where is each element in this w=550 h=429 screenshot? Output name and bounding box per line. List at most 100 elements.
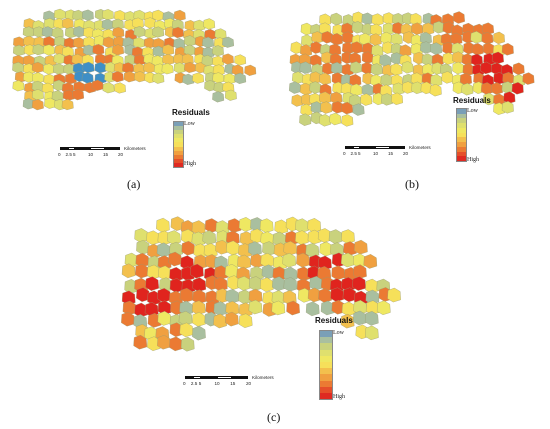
scale-unit-label: Kilometers <box>252 375 274 380</box>
district-region <box>83 44 95 56</box>
scale-bar-segment <box>75 147 90 150</box>
district-region <box>299 82 312 96</box>
district-region <box>203 18 216 30</box>
district-region <box>62 89 75 101</box>
district-region <box>409 13 422 26</box>
district-region <box>430 42 443 55</box>
district-region <box>184 61 196 73</box>
district-region <box>350 61 362 74</box>
district-region <box>364 311 379 326</box>
ramp-step <box>174 158 183 163</box>
district-region <box>295 230 309 245</box>
ramp-step <box>457 118 466 124</box>
district-region <box>179 322 194 338</box>
district-region <box>350 83 363 97</box>
legend-a: Residuals Low High <box>170 108 230 170</box>
district-region <box>419 32 432 45</box>
district-region <box>522 72 535 85</box>
district-region <box>237 254 251 270</box>
district-region <box>53 63 65 75</box>
district-region <box>190 263 204 279</box>
district-region <box>23 63 35 75</box>
district-region <box>151 55 164 67</box>
district-region <box>391 92 403 105</box>
ramp-step <box>457 132 466 138</box>
scale-tick-label: 2.5 <box>65 152 72 157</box>
district-region <box>202 36 214 48</box>
district-region <box>123 71 136 83</box>
district-region <box>171 19 184 31</box>
scale-tick-label: 20 <box>118 152 124 157</box>
district-region <box>152 45 165 57</box>
district-region <box>82 61 95 73</box>
district-region <box>225 311 239 327</box>
district-region <box>51 90 64 102</box>
district-region <box>161 63 174 75</box>
district-region <box>234 72 247 84</box>
district-region <box>369 33 382 46</box>
legend-color-ramp <box>456 108 467 162</box>
district-region <box>112 44 124 56</box>
district-region <box>491 51 504 65</box>
ramp-step <box>174 162 183 168</box>
ramp-step <box>457 123 466 128</box>
district-region <box>134 71 146 83</box>
district-region <box>134 228 148 243</box>
district-region <box>162 44 175 56</box>
ramp-step <box>457 151 466 157</box>
district-region <box>167 230 181 245</box>
scale-tick-label: 0 <box>343 151 346 156</box>
district-region <box>390 32 403 46</box>
scale-tick-label: 20 <box>246 381 252 386</box>
district-region <box>352 276 366 291</box>
scale-tick-label: 15 <box>388 151 394 156</box>
district-region <box>481 32 494 45</box>
scale-tick-label: 5 <box>198 381 202 386</box>
district-region <box>390 63 403 76</box>
district-region <box>329 112 342 126</box>
district-region <box>259 218 274 233</box>
district-region <box>381 93 393 106</box>
district-region <box>291 94 304 107</box>
district-region <box>192 289 207 305</box>
district-region <box>274 219 289 235</box>
district-region <box>282 253 296 268</box>
scale-bar-a: 0 2.5 5 10 15 20 Kilometers <box>58 146 160 161</box>
legend-low-label: Low <box>467 108 478 114</box>
district-region <box>341 252 355 268</box>
ramp-step <box>320 374 332 381</box>
ramp-step <box>457 142 466 147</box>
district-region <box>147 336 161 351</box>
scale-bar-segment <box>232 376 248 379</box>
district-region <box>112 18 124 30</box>
district-region <box>511 82 524 95</box>
district-region <box>341 31 354 44</box>
district-region <box>329 53 342 66</box>
district-region <box>471 43 484 56</box>
district-region <box>307 229 322 245</box>
district-region <box>145 276 159 291</box>
district-region <box>365 325 379 341</box>
district-region <box>191 231 206 247</box>
district-region <box>224 89 237 101</box>
district-region <box>490 82 503 95</box>
district-region <box>309 54 322 67</box>
district-region <box>299 113 312 126</box>
legend-color-ramp <box>173 121 184 168</box>
district-region <box>156 242 171 258</box>
district-region <box>501 43 514 56</box>
scale-bar-segment <box>345 146 353 149</box>
district-region <box>341 114 354 127</box>
district-region <box>238 243 252 258</box>
scale-bar-segment <box>216 376 233 379</box>
district-region <box>329 43 342 56</box>
district-region <box>102 82 115 94</box>
map-panel-a: Residuals Low High 0 2.5 5 10 15 20 Kilometers… <box>0 0 275 200</box>
district-region <box>53 8 66 20</box>
ramp-step <box>174 146 183 151</box>
district-region <box>330 287 344 302</box>
district-region <box>72 62 85 74</box>
district-region <box>133 334 148 350</box>
district-region <box>111 71 124 83</box>
choropleth-map-c <box>121 216 401 352</box>
